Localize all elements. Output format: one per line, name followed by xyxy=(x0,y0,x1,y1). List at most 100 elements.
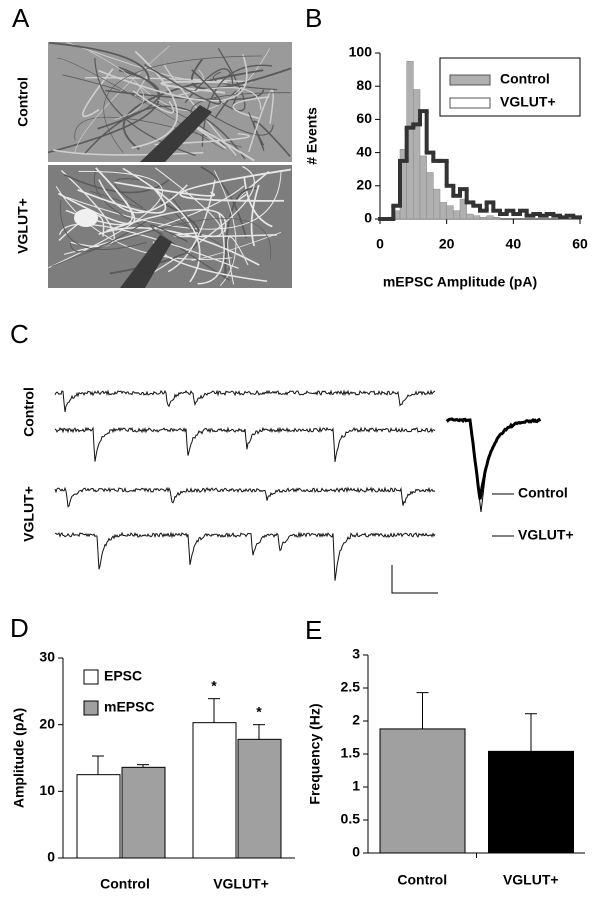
panel-label: C xyxy=(10,319,29,349)
row-label: VGLUT+ xyxy=(21,486,37,542)
y-tick-label: 20 xyxy=(356,177,372,193)
neurite xyxy=(114,181,216,197)
legend-swatch xyxy=(449,74,491,86)
row-label: VGLUT+ xyxy=(15,198,31,254)
neurite xyxy=(248,89,274,153)
neurite xyxy=(122,69,264,151)
neurite xyxy=(154,167,223,237)
neurite xyxy=(84,105,246,160)
neurite xyxy=(190,58,292,90)
y-tick-label: 1 xyxy=(352,778,360,794)
trace-legend: VGLUT+ xyxy=(518,527,574,543)
neurite xyxy=(89,51,145,120)
bar xyxy=(121,766,166,859)
histogram-bar xyxy=(466,213,474,220)
neurite xyxy=(98,179,188,214)
y-tick-label: 0 xyxy=(364,210,372,226)
neurite xyxy=(178,86,262,110)
neurite xyxy=(98,54,248,102)
y-tick-label: 0 xyxy=(47,849,55,865)
y-axis-label: Frequency (Hz) xyxy=(307,703,323,804)
y-axis-label: # Events xyxy=(304,107,320,165)
electrode xyxy=(140,105,212,162)
average-trace xyxy=(445,417,542,500)
x-tick-label: VGLUT+ xyxy=(503,872,559,888)
x-tick-label: 0 xyxy=(376,236,384,252)
y-tick-label: 60 xyxy=(356,110,372,126)
legend-label: Control xyxy=(500,71,550,87)
neurite xyxy=(173,232,277,238)
x-tick-label: 40 xyxy=(506,236,522,252)
histogram-bar xyxy=(453,210,461,220)
histogram-bar xyxy=(433,188,441,220)
neurite xyxy=(77,188,167,214)
neurite xyxy=(160,80,228,94)
y-tick-label: 10 xyxy=(39,782,55,798)
neurite xyxy=(52,149,204,156)
neurite xyxy=(149,224,230,281)
neurite xyxy=(227,236,249,285)
bar xyxy=(76,774,121,859)
y-tick-label: 100 xyxy=(349,44,373,60)
histogram-bar xyxy=(446,205,454,220)
bar xyxy=(488,750,574,854)
neurite xyxy=(60,200,147,250)
trace xyxy=(54,389,436,413)
neurite xyxy=(252,120,291,158)
neurite xyxy=(51,218,272,267)
neurite xyxy=(82,68,114,118)
x-axis-label: mEPSC Amplitude (pA) xyxy=(383,274,537,290)
panel-label: A xyxy=(12,3,30,33)
neurite xyxy=(190,92,291,136)
neurite xyxy=(66,42,204,81)
trace xyxy=(54,531,436,581)
neurite xyxy=(143,63,222,105)
panel-label: B xyxy=(305,3,322,33)
scale-bar xyxy=(391,565,438,594)
soma xyxy=(74,209,98,227)
y-tick-label: 40 xyxy=(356,143,372,159)
neurite xyxy=(69,220,147,253)
significance-label: * xyxy=(256,703,262,719)
trace xyxy=(54,426,436,462)
neurite xyxy=(213,170,237,286)
y-tick-label: 1.5 xyxy=(341,745,361,761)
histogram-bar xyxy=(479,217,487,220)
legend-label: mEPSC xyxy=(104,699,155,715)
row-label: Control xyxy=(21,387,37,437)
y-tick-label: 2.5 xyxy=(341,679,361,695)
neurite xyxy=(122,167,201,283)
bar xyxy=(237,738,282,859)
histogram-bar xyxy=(473,215,481,220)
neurite xyxy=(250,184,260,247)
legend-swatch xyxy=(449,97,491,109)
histogram-bar xyxy=(413,89,421,220)
significance-label: * xyxy=(211,677,217,693)
bar xyxy=(192,722,237,859)
neurite xyxy=(201,64,273,147)
y-tick-label: 20 xyxy=(39,715,55,731)
y-tick-label: 80 xyxy=(356,77,372,93)
y-tick-label: 30 xyxy=(39,649,55,665)
electrode xyxy=(120,235,172,288)
x-tick-label: Control xyxy=(397,872,447,888)
neurite xyxy=(169,194,197,233)
neurite xyxy=(55,185,233,260)
x-tick-label: 20 xyxy=(439,236,455,252)
histogram-bar xyxy=(439,202,447,220)
neurite xyxy=(103,55,263,153)
histogram-bar xyxy=(486,215,494,220)
average-trace xyxy=(475,469,487,513)
y-tick-label: 0.5 xyxy=(341,811,361,827)
neurite xyxy=(90,190,233,276)
histogram-bar xyxy=(459,198,467,220)
legend-label: EPSC xyxy=(104,668,142,684)
legend-label: VGLUT+ xyxy=(500,94,556,110)
trace xyxy=(54,486,436,508)
neurite xyxy=(200,166,247,238)
neurite xyxy=(98,227,260,266)
histogram-bar xyxy=(419,155,427,220)
y-tick-label: 3 xyxy=(352,646,360,662)
neurite xyxy=(48,42,150,80)
